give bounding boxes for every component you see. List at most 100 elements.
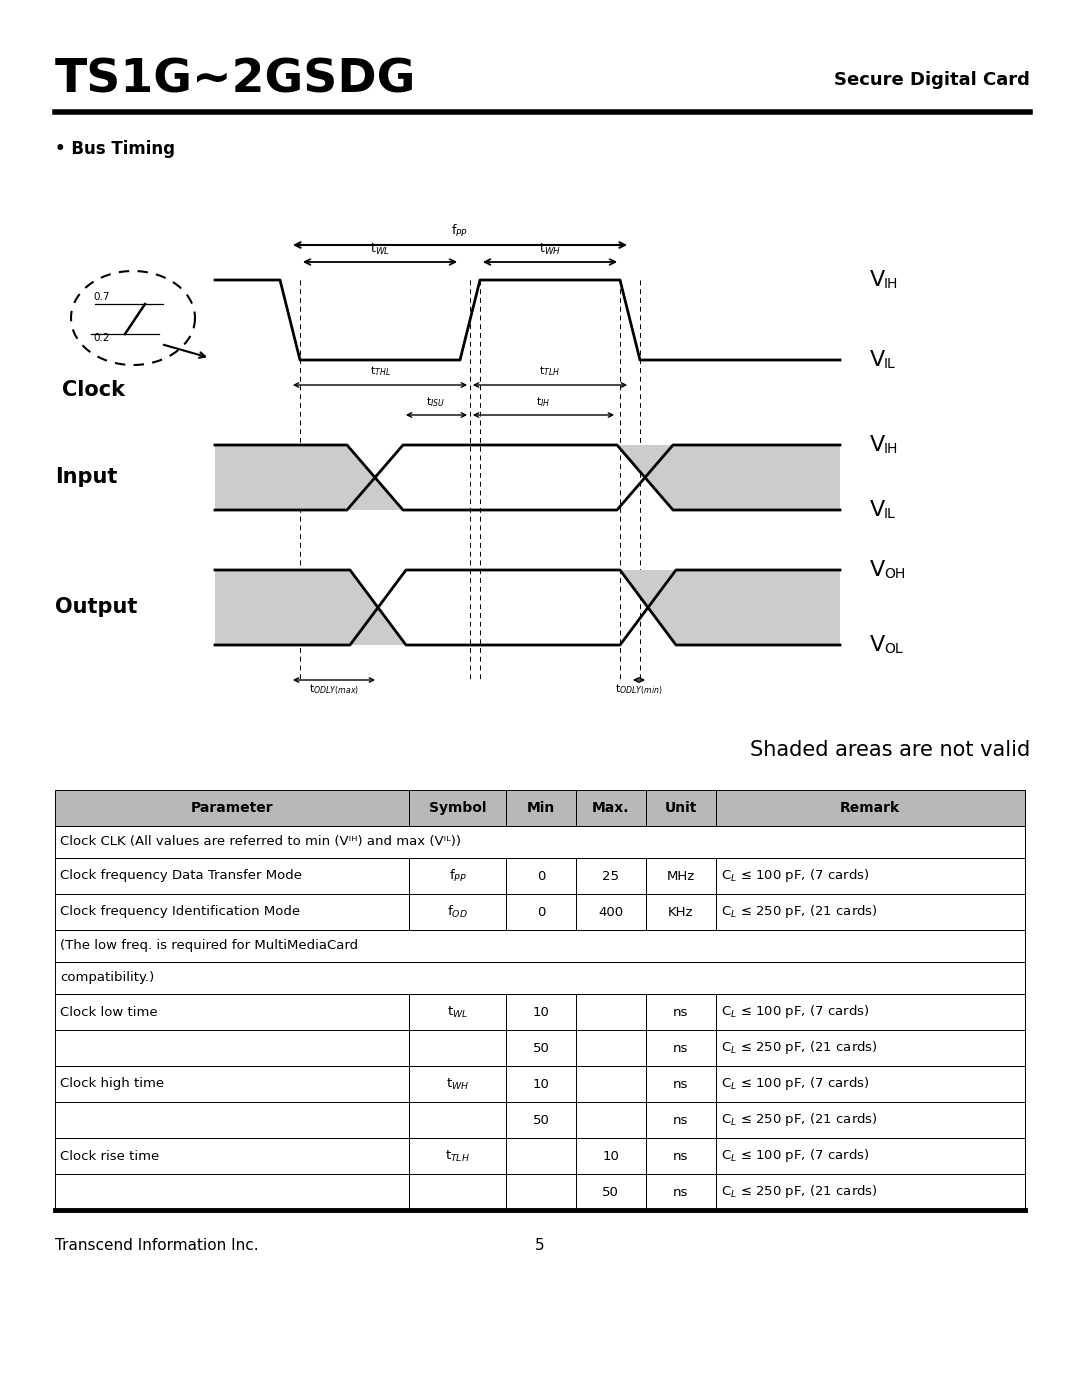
- Text: t$_{TLH}$: t$_{TLH}$: [445, 1148, 470, 1164]
- Bar: [646, 1066, 716, 1102]
- Text: t$_{WL}$: t$_{WL}$: [447, 1004, 468, 1020]
- Bar: [646, 858, 716, 894]
- Text: MHz: MHz: [666, 869, 694, 883]
- Bar: [409, 1102, 507, 1139]
- Text: ns: ns: [673, 1006, 688, 1018]
- Text: t$_{THL}$: t$_{THL}$: [369, 365, 391, 379]
- Text: ns: ns: [673, 1077, 688, 1091]
- Text: compatibility.): compatibility.): [60, 971, 154, 985]
- Bar: [55, 930, 1025, 963]
- Polygon shape: [620, 570, 840, 645]
- Bar: [409, 995, 507, 1030]
- Text: 400: 400: [598, 905, 623, 918]
- Text: C$_L$ ≤ 250 pF, (21 cards): C$_L$ ≤ 250 pF, (21 cards): [720, 1112, 877, 1129]
- Text: t$_{WH}$: t$_{WH}$: [446, 1077, 469, 1091]
- Bar: [716, 1173, 1025, 1210]
- Bar: [716, 1066, 1025, 1102]
- Text: V: V: [870, 500, 886, 520]
- Bar: [576, 1030, 646, 1066]
- Text: t$_{WL}$: t$_{WL}$: [370, 242, 390, 257]
- Bar: [576, 894, 646, 930]
- Bar: [576, 1139, 646, 1173]
- Bar: [55, 858, 409, 894]
- Text: C$_L$ ≤ 100 pF, (7 cards): C$_L$ ≤ 100 pF, (7 cards): [720, 868, 869, 884]
- Bar: [716, 1102, 1025, 1139]
- Text: Remark: Remark: [840, 800, 901, 814]
- Bar: [507, 1030, 576, 1066]
- Text: ns: ns: [673, 1042, 688, 1055]
- Bar: [646, 789, 716, 826]
- Text: Output: Output: [55, 597, 137, 617]
- Text: C$_L$ ≤ 250 pF, (21 cards): C$_L$ ≤ 250 pF, (21 cards): [720, 1183, 877, 1200]
- Bar: [55, 1102, 409, 1139]
- Text: TS1G~2GSDG: TS1G~2GSDG: [55, 57, 417, 102]
- Bar: [646, 1139, 716, 1173]
- Text: ns: ns: [673, 1113, 688, 1126]
- Bar: [507, 1102, 576, 1139]
- Text: Clock frequency Data Transfer Mode: Clock frequency Data Transfer Mode: [60, 869, 302, 883]
- Polygon shape: [215, 570, 406, 645]
- Bar: [409, 894, 507, 930]
- Bar: [716, 1030, 1025, 1066]
- Text: f$_{PP}$: f$_{PP}$: [448, 868, 467, 884]
- Bar: [646, 995, 716, 1030]
- Bar: [576, 1066, 646, 1102]
- Text: OH: OH: [885, 567, 905, 581]
- Bar: [55, 963, 1025, 995]
- Text: f$_{PP}$: f$_{PP}$: [451, 224, 469, 239]
- Bar: [409, 858, 507, 894]
- Text: Max.: Max.: [592, 800, 630, 814]
- Bar: [576, 858, 646, 894]
- Bar: [716, 858, 1025, 894]
- Bar: [409, 789, 507, 826]
- Bar: [55, 1030, 409, 1066]
- Bar: [646, 894, 716, 930]
- Bar: [716, 789, 1025, 826]
- Text: t$_{WH}$: t$_{WH}$: [539, 242, 561, 257]
- Polygon shape: [215, 446, 403, 510]
- Text: IL: IL: [885, 358, 895, 372]
- Text: t$_{IH}$: t$_{IH}$: [536, 395, 550, 409]
- Text: Min: Min: [527, 800, 555, 814]
- Text: Input: Input: [55, 467, 118, 488]
- Bar: [576, 995, 646, 1030]
- Bar: [507, 1139, 576, 1173]
- Text: 5: 5: [536, 1238, 544, 1253]
- Bar: [409, 1066, 507, 1102]
- Polygon shape: [617, 446, 840, 510]
- Bar: [409, 1030, 507, 1066]
- Bar: [576, 789, 646, 826]
- Bar: [55, 995, 409, 1030]
- Text: C$_L$ ≤ 100 pF, (7 cards): C$_L$ ≤ 100 pF, (7 cards): [720, 1147, 869, 1165]
- Bar: [55, 826, 1025, 858]
- Text: f$_{OD}$: f$_{OD}$: [447, 904, 468, 921]
- Text: Clock high time: Clock high time: [60, 1077, 164, 1091]
- Text: Clock frequency Identification Mode: Clock frequency Identification Mode: [60, 905, 300, 918]
- Text: Symbol: Symbol: [429, 800, 486, 814]
- Text: • Bus Timing: • Bus Timing: [55, 140, 175, 158]
- Text: V: V: [870, 351, 886, 370]
- Bar: [507, 858, 576, 894]
- Bar: [507, 995, 576, 1030]
- Text: Transcend Information Inc.: Transcend Information Inc.: [55, 1238, 258, 1253]
- Text: 10: 10: [532, 1006, 550, 1018]
- Bar: [716, 894, 1025, 930]
- Bar: [507, 789, 576, 826]
- Text: 50: 50: [603, 1186, 619, 1199]
- Bar: [507, 894, 576, 930]
- Text: ns: ns: [673, 1150, 688, 1162]
- Bar: [55, 1173, 409, 1210]
- Bar: [55, 1139, 409, 1173]
- Text: 0: 0: [537, 869, 545, 883]
- Text: 0.2: 0.2: [93, 332, 109, 344]
- Text: 10: 10: [603, 1150, 619, 1162]
- Text: 0.7: 0.7: [93, 292, 109, 302]
- Text: t$_{ODLY(max)}$: t$_{ODLY(max)}$: [309, 683, 359, 697]
- Bar: [646, 1030, 716, 1066]
- Bar: [409, 1173, 507, 1210]
- Text: Clock: Clock: [62, 380, 125, 400]
- Text: IH: IH: [885, 441, 899, 455]
- Text: C$_L$ ≤ 250 pF, (21 cards): C$_L$ ≤ 250 pF, (21 cards): [720, 904, 877, 921]
- Bar: [646, 1102, 716, 1139]
- Text: (The low freq. is required for MultiMediaCard: (The low freq. is required for MultiMedi…: [60, 940, 359, 953]
